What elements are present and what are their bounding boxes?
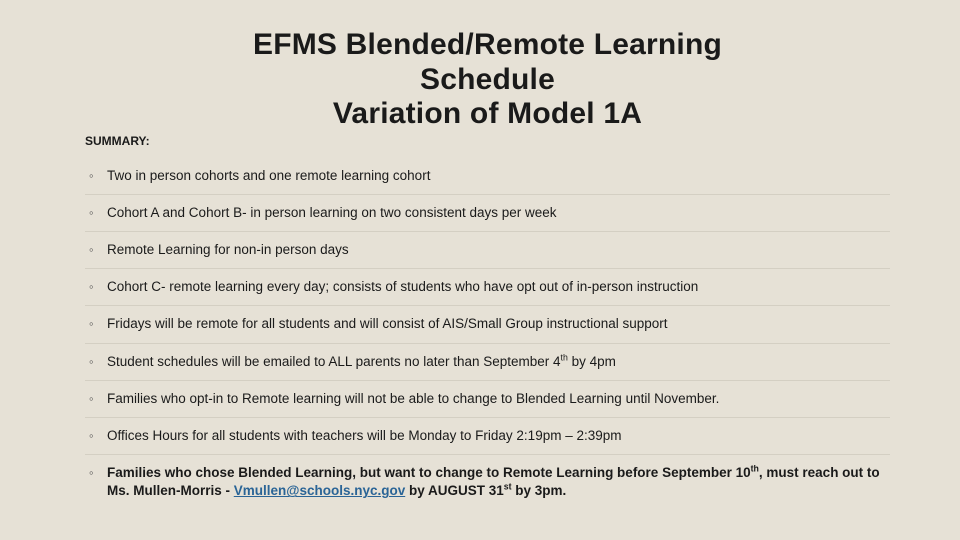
- title-line-2: Schedule: [420, 63, 555, 96]
- list-item: Two in person cohorts and one remote lea…: [85, 158, 890, 195]
- contact-email-link[interactable]: Vmullen@schools.nyc.gov: [234, 483, 405, 498]
- list-item-text: Offices Hours for all students with teac…: [107, 428, 622, 443]
- list-item: Families who chose Blended Learning, but…: [85, 455, 890, 509]
- ordinal-suffix: th: [561, 352, 568, 362]
- slide-title: EFMS Blended/Remote Learning Schedule Va…: [85, 28, 890, 132]
- list-item: Families who opt-in to Remote learning w…: [85, 381, 890, 418]
- list-item: Cohort A and Cohort B- in person learnin…: [85, 195, 890, 232]
- list-item: Remote Learning for non-in person days: [85, 232, 890, 269]
- title-line-3: Variation of Model 1A: [333, 97, 642, 130]
- summary-list: Two in person cohorts and one remote lea…: [85, 158, 890, 510]
- list-item-text: by AUGUST 31: [405, 483, 504, 498]
- list-item-text: Cohort C- remote learning every day; con…: [107, 279, 698, 294]
- list-item-text: Remote Learning for non-in person days: [107, 242, 349, 257]
- summary-label: SUMMARY:: [85, 134, 890, 148]
- list-item: Student schedules will be emailed to ALL…: [85, 344, 890, 381]
- list-item-text: Two in person cohorts and one remote lea…: [107, 168, 430, 183]
- list-item-text: Cohort A and Cohort B- in person learnin…: [107, 205, 557, 220]
- list-item-bold: Families who chose Blended Learning, but…: [107, 465, 880, 498]
- list-item-text: Student schedules will be emailed to ALL…: [107, 354, 561, 369]
- list-item: Fridays will be remote for all students …: [85, 306, 890, 343]
- title-line-1: EFMS Blended/Remote Learning: [253, 28, 722, 61]
- list-item-text: by 4pm: [568, 354, 616, 369]
- ordinal-suffix: st: [504, 482, 512, 492]
- list-item: Offices Hours for all students with teac…: [85, 418, 890, 455]
- list-item-text: Families who opt-in to Remote learning w…: [107, 391, 719, 406]
- list-item-text: Fridays will be remote for all students …: [107, 316, 668, 331]
- list-item-text: by 3pm.: [512, 483, 567, 498]
- list-item: Cohort C- remote learning every day; con…: [85, 269, 890, 306]
- list-item-text: Families who chose Blended Learning, but…: [107, 465, 751, 480]
- ordinal-suffix: th: [751, 464, 759, 474]
